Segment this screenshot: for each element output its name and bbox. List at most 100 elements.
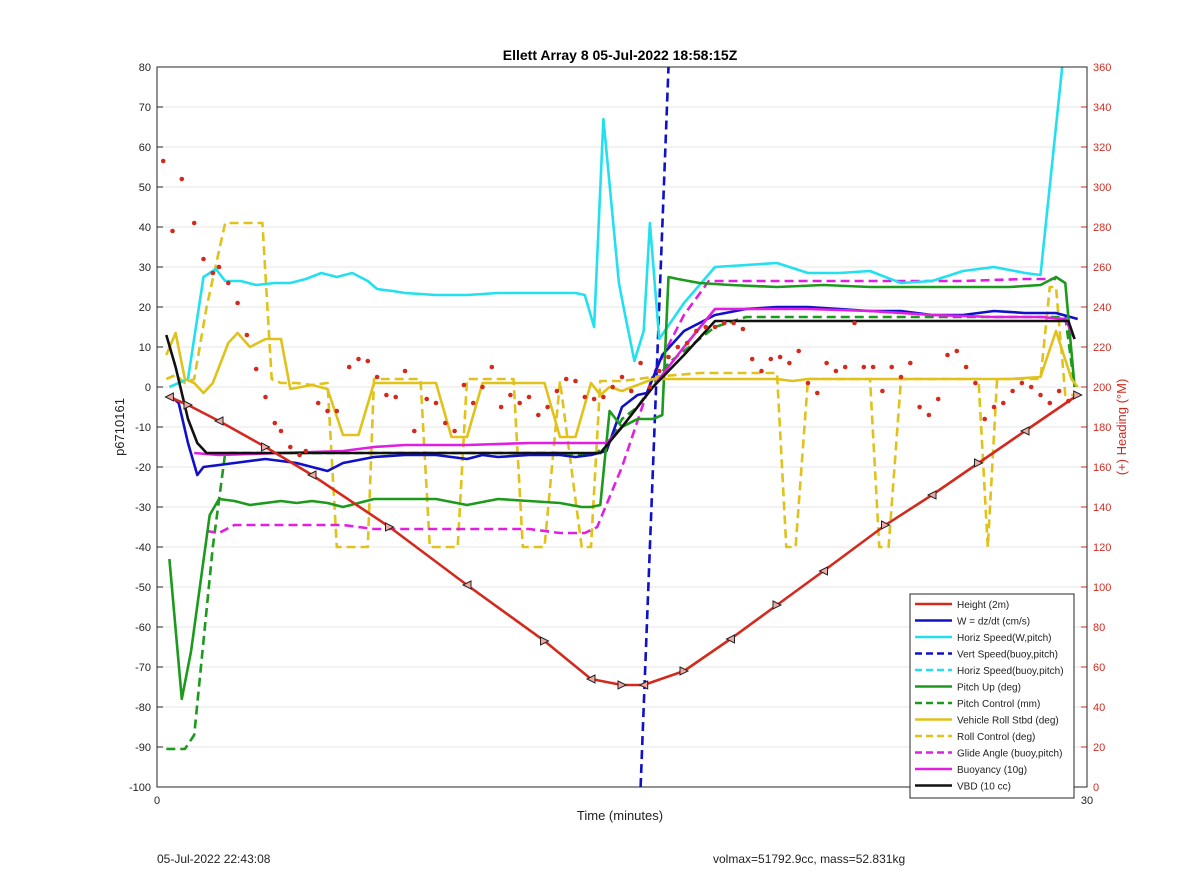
heading-point [374, 374, 380, 380]
heading-point [666, 354, 671, 360]
chart-title: Ellett Array 8 05-Jul-2022 18:58:15Z [503, 47, 738, 63]
heading-point [297, 452, 302, 458]
plot-frame [156, 66, 1088, 788]
heading-point [443, 420, 448, 426]
series-layer [160, 66, 1083, 788]
heading-point [498, 404, 504, 410]
right-tick-label: 280 [1093, 222, 1111, 234]
heading-point [684, 340, 690, 346]
heading-point [226, 280, 231, 286]
heading-point [470, 400, 476, 406]
left-tick-label: 20 [139, 302, 151, 314]
legend-label-w-dz-dt-cm-s: W = dz/dt (cm/s) [957, 617, 1030, 628]
footer-info: volmax=51792.9cc, mass=52.831kg [713, 852, 906, 866]
vehicle-roll-stbd-deg-line [165, 329, 1079, 439]
heading-point [842, 364, 848, 370]
x-tick-label: 0 [154, 795, 160, 807]
right-tick-label: 340 [1093, 102, 1111, 114]
height-2m-marker [818, 566, 828, 576]
heading-point [384, 392, 389, 398]
left-tick-label: 50 [139, 182, 151, 194]
heading-point [1028, 384, 1034, 390]
height-2m-marker [461, 580, 472, 590]
left-tick-label: 70 [139, 102, 151, 114]
right-tick-label: 60 [1093, 662, 1105, 674]
heading-point [861, 364, 867, 370]
heading-point [315, 400, 321, 406]
heading-point [824, 360, 829, 366]
heading-point [712, 324, 718, 330]
heading-point [545, 404, 550, 410]
heading-point [1066, 398, 1071, 404]
heading-point [945, 352, 950, 358]
heading-point [160, 158, 166, 164]
height-2m-marker [638, 680, 649, 690]
heading-point [777, 354, 783, 360]
heading-point [675, 344, 681, 350]
right-tick-label: 20 [1093, 742, 1105, 754]
y-axis-label-right: (+) Heading (°M) [1114, 379, 1129, 476]
legend-label-pitch-control-mm: Pitch Control (mm) [957, 699, 1040, 710]
legend-label-horiz-speed-buoy-pitch: Horiz Speed(buoy,pitch) [957, 666, 1064, 677]
legend-label-vbd-10-cc: VBD (10 cc) [957, 782, 1011, 793]
right-tick-label: 0 [1093, 782, 1099, 794]
heading-point [179, 176, 185, 182]
height-2m-marker [261, 442, 271, 452]
height-2m-marker [679, 666, 690, 676]
heading-point [638, 360, 643, 366]
heading-point [170, 228, 175, 234]
heading-point [740, 326, 746, 332]
heading-point [191, 220, 197, 226]
left-tick-label: -40 [135, 542, 151, 554]
right-tick-label: 360 [1093, 62, 1111, 74]
heading-point [517, 400, 522, 406]
height-2m-marker [617, 680, 628, 690]
left-tick-label: -80 [135, 702, 151, 714]
height-2m-marker [213, 416, 224, 426]
right-tick-label: 120 [1093, 542, 1111, 554]
heading-point [489, 364, 495, 370]
left-tick-label: 0 [145, 382, 151, 394]
heading-point [235, 300, 240, 306]
heading-point [805, 380, 811, 386]
heading-point [272, 420, 278, 426]
heading-point [210, 270, 216, 276]
heading-point [563, 376, 569, 382]
heading-point [852, 320, 857, 326]
heading-point [759, 368, 764, 374]
heading-point [1056, 388, 1062, 394]
heading-point [694, 328, 699, 334]
left-tick-label: -70 [135, 662, 151, 674]
heading-point [508, 392, 513, 398]
heading-point [253, 366, 259, 372]
height-2m-marker [306, 470, 317, 480]
heading-point [1038, 392, 1043, 398]
left-tick-label: 80 [139, 62, 151, 74]
left-tick-label: -10 [135, 422, 151, 434]
heading-point [833, 368, 839, 374]
height-2m-line [168, 393, 1079, 687]
right-tick-label: 200 [1093, 382, 1111, 394]
legend-label-vehicle-roll-stbd-deg: Vehicle Roll Stbd (deg) [957, 716, 1059, 727]
heading-point [880, 388, 885, 394]
left-tick-label: 30 [139, 262, 151, 274]
legend-label-glide-angle-buoy-pitch: Glide Angle (buoy,pitch) [957, 749, 1062, 760]
heading-point [815, 390, 820, 396]
right-tick-label: 100 [1093, 582, 1111, 594]
left-tick-label: 40 [139, 222, 151, 234]
heading-point [263, 394, 268, 400]
heading-point [787, 360, 792, 366]
height-2m-marker [183, 400, 194, 410]
legend-label-pitch-up-deg: Pitch Up (deg) [957, 683, 1021, 694]
heading-point [393, 394, 399, 400]
heading-point [656, 368, 662, 374]
heading-point [402, 368, 408, 374]
height-2m-marker [585, 674, 596, 684]
heading-point [963, 364, 969, 370]
right-axis-ticks: 0 20 40 60 80 100 120 140 160 180 200 220 240 260 280 3… [1081, 62, 1111, 794]
right-tick-label: 160 [1093, 462, 1111, 474]
height-2m-marker [1073, 390, 1083, 400]
heading-point [796, 348, 801, 354]
heading-point [356, 356, 361, 362]
